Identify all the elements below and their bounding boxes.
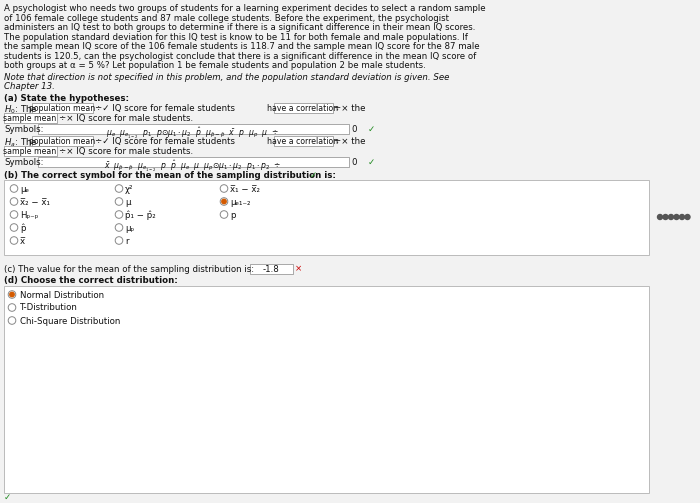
Circle shape: [220, 198, 228, 205]
Text: 0: 0: [351, 157, 356, 166]
Circle shape: [10, 211, 18, 218]
Text: ✓: ✓: [368, 125, 375, 133]
FancyBboxPatch shape: [4, 113, 57, 123]
Circle shape: [116, 211, 122, 218]
Text: of 106 female college students and 87 male college students. Before the experime: of 106 female college students and 87 ma…: [4, 14, 449, 23]
Circle shape: [220, 185, 228, 192]
Text: ÷× the: ÷× the: [334, 104, 365, 113]
Text: Chi-Square Distribution: Chi-Square Distribution: [20, 316, 120, 325]
Text: Symbols:: Symbols:: [4, 157, 43, 166]
Text: (d) Choose the correct distribution:: (d) Choose the correct distribution:: [4, 277, 178, 286]
Text: students is 120.5, can the psychologist conclude that there is a significant dif: students is 120.5, can the psychologist …: [4, 51, 476, 60]
Text: sample mean: sample mean: [4, 147, 57, 156]
Text: Note that direction is not specified in this problem, and the population standar: Note that direction is not specified in …: [4, 72, 449, 81]
Circle shape: [8, 317, 16, 324]
Circle shape: [220, 211, 228, 218]
Text: (c) The value for the mean of the sampling distribution is:: (c) The value for the mean of the sampli…: [4, 265, 254, 274]
Text: χ²: χ²: [125, 185, 134, 194]
Circle shape: [222, 199, 226, 204]
Circle shape: [668, 214, 673, 219]
Text: μₑ₁₋₂: μₑ₁₋₂: [230, 198, 251, 207]
Circle shape: [10, 185, 18, 192]
Text: (a) State the hypotheses:: (a) State the hypotheses:: [4, 94, 129, 103]
Text: μₑ: μₑ: [20, 185, 29, 194]
Text: T-Distribution: T-Distribution: [20, 303, 78, 312]
Circle shape: [10, 292, 14, 297]
Text: ✓: ✓: [310, 171, 317, 180]
Text: p̂₁ − p̂₂: p̂₁ − p̂₂: [125, 210, 155, 220]
Text: $\mu_e$  $\mu_{e_{1-2}}$  $p_1$  $p$⊙$\mu_1\cdot\mu_2$  $\hat{p}$  $\mu_{\bar{p}: $\mu_e$ $\mu_{e_{1-2}}$ $p_1$ $p$⊙$\mu_1…: [106, 125, 279, 140]
Text: (b) The correct symbol for the mean of the sampling distribution is:: (b) The correct symbol for the mean of t…: [4, 171, 336, 180]
Circle shape: [10, 237, 18, 244]
Text: ✓: ✓: [4, 493, 11, 502]
Text: ×: ×: [295, 265, 302, 274]
Text: x̅: x̅: [20, 236, 25, 245]
Text: ✓: ✓: [368, 157, 375, 166]
Text: population mean: population mean: [29, 137, 95, 146]
Text: Hₚ₋ₚ: Hₚ₋ₚ: [20, 210, 38, 219]
Text: Symbols:: Symbols:: [4, 125, 43, 133]
Circle shape: [116, 185, 122, 192]
Circle shape: [685, 214, 690, 219]
Text: x̅₂ − x̅₁: x̅₂ − x̅₁: [20, 198, 50, 207]
Text: The population standard deviation for this IQ test is know to be 11 for both fem: The population standard deviation for th…: [4, 33, 468, 42]
Text: $H_0$: The: $H_0$: The: [4, 104, 38, 116]
Circle shape: [8, 291, 16, 298]
Text: A psychologist who needs two groups of students for a learning experiment decide: A psychologist who needs two groups of s…: [4, 4, 486, 13]
Text: sample mean: sample mean: [4, 114, 57, 123]
FancyBboxPatch shape: [274, 103, 332, 113]
Circle shape: [657, 214, 662, 219]
FancyBboxPatch shape: [4, 180, 649, 255]
Text: the sample mean IQ score of the 106 female students is 118.7 and the sample mean: the sample mean IQ score of the 106 fema…: [4, 42, 480, 51]
Text: $\bar{x}$  $\mu_{\bar{p}-\bar{p}}$  $\mu_{e_{1-2}}$  $p$  $\hat{p}$  $\mu_e$  $\: $\bar{x}$ $\mu_{\bar{p}-\bar{p}}$ $\mu_{…: [104, 158, 282, 173]
Text: p̂: p̂: [20, 223, 25, 233]
Circle shape: [10, 224, 18, 231]
Text: both groups at α = 5 %? Let population 1 be female students and population 2 be : both groups at α = 5 %? Let population 1…: [4, 61, 426, 70]
Text: ÷✓ IQ score for female students: ÷✓ IQ score for female students: [95, 136, 235, 145]
Circle shape: [680, 214, 685, 219]
Text: ÷× the: ÷× the: [334, 136, 365, 145]
Text: administers an IQ test to both groups to determine if there is a significant dif: administers an IQ test to both groups to…: [4, 23, 475, 32]
FancyBboxPatch shape: [274, 136, 332, 145]
Circle shape: [8, 304, 16, 311]
Text: x̅₁ − x̅₂: x̅₁ − x̅₂: [230, 185, 260, 194]
FancyBboxPatch shape: [32, 136, 92, 145]
Text: Normal Distribution: Normal Distribution: [20, 291, 104, 299]
Circle shape: [116, 198, 122, 205]
FancyBboxPatch shape: [38, 157, 349, 166]
Text: ÷✓ IQ score for female students: ÷✓ IQ score for female students: [95, 104, 235, 113]
Text: μ: μ: [125, 198, 130, 207]
Text: $H_a$: The: $H_a$: The: [4, 136, 38, 149]
FancyBboxPatch shape: [38, 124, 349, 133]
Text: have a correlation: have a correlation: [267, 137, 339, 146]
Text: r: r: [125, 236, 129, 245]
Circle shape: [116, 237, 122, 244]
Text: p: p: [230, 210, 235, 219]
FancyBboxPatch shape: [4, 146, 57, 155]
FancyBboxPatch shape: [4, 286, 649, 493]
Text: -1.8: -1.8: [262, 265, 279, 274]
Circle shape: [116, 224, 122, 231]
Circle shape: [674, 214, 679, 219]
FancyBboxPatch shape: [32, 103, 92, 113]
Text: have a correlation: have a correlation: [267, 104, 339, 113]
Text: ÷× IQ score for male students.: ÷× IQ score for male students.: [59, 114, 193, 123]
Text: 0: 0: [351, 125, 356, 133]
Circle shape: [10, 198, 18, 205]
Text: Chapter 13.: Chapter 13.: [4, 82, 55, 91]
Text: population mean: population mean: [29, 104, 95, 113]
Text: ÷× IQ score for male students.: ÷× IQ score for male students.: [59, 146, 193, 155]
FancyBboxPatch shape: [249, 264, 293, 274]
Circle shape: [663, 214, 668, 219]
Text: μₚ: μₚ: [125, 223, 134, 232]
